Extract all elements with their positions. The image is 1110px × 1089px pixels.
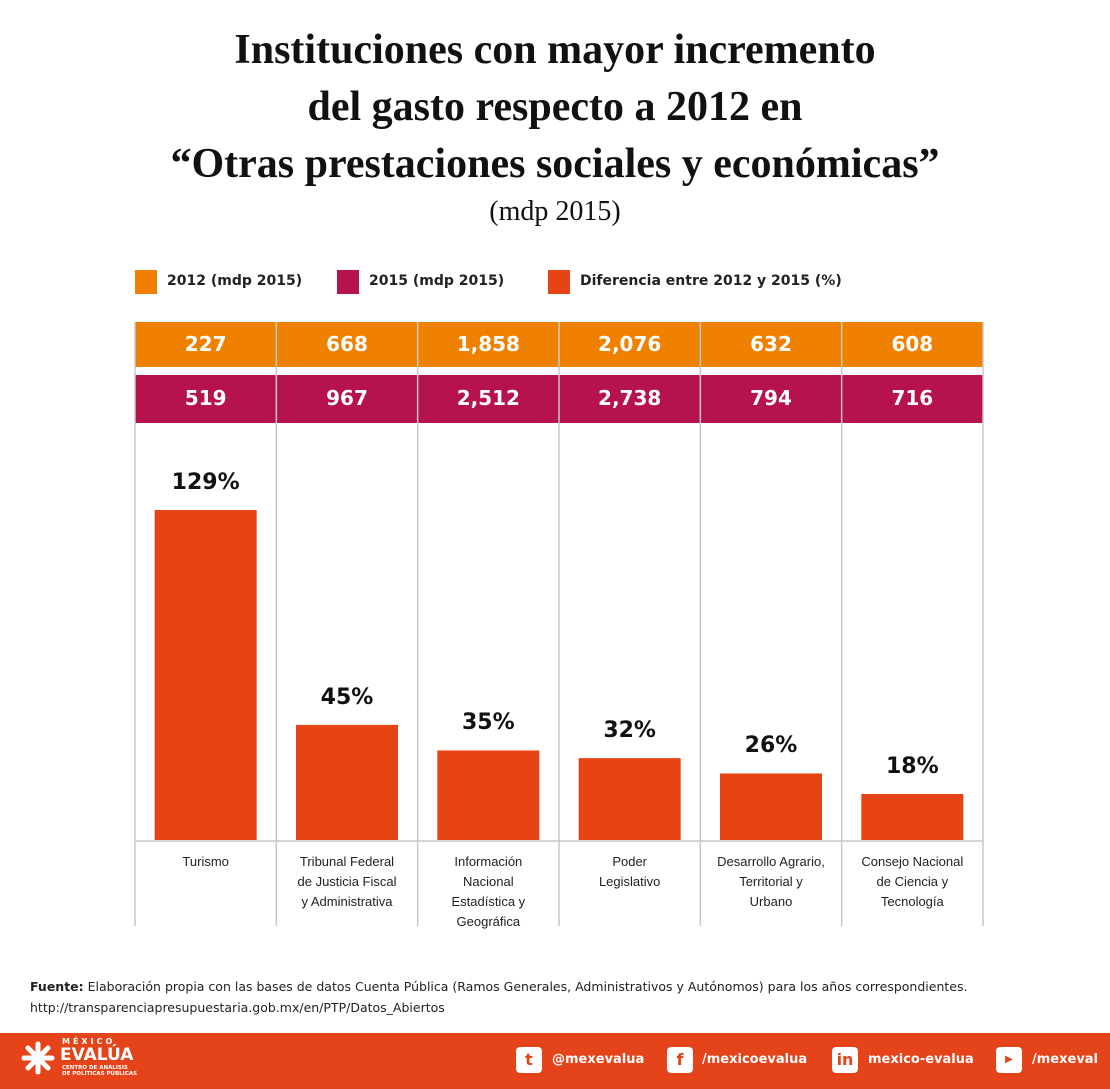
source-label: Fuente:: [30, 979, 84, 994]
value-cell: [841, 375, 983, 423]
value-cell: [276, 322, 418, 367]
value-cell: [700, 322, 842, 367]
bar-value-label: 45%: [320, 684, 374, 710]
value-cell: [276, 375, 418, 423]
value-label: 227: [184, 331, 227, 356]
category-label: Turismo: [182, 854, 229, 869]
bar: [296, 724, 398, 840]
category-label: Poder Legislativo: [598, 854, 661, 889]
legend-label: 2012 (mdp 2015): [167, 273, 303, 289]
value-cell: [841, 322, 983, 367]
value-label: 2,512: [456, 386, 520, 410]
logo-mark: [21, 1041, 55, 1075]
value-cell: [417, 322, 559, 367]
bar: [154, 510, 257, 840]
facebook-icon[interactable]: f: [667, 1047, 693, 1073]
bar: [861, 793, 964, 840]
value-cell: [135, 375, 277, 423]
bar-value-label: 18%: [885, 753, 939, 779]
bar-value-label: 26%: [744, 733, 798, 759]
youtube-handle[interactable]: /mexeval: [1032, 1052, 1099, 1067]
linkedin-icon[interactable]: in: [832, 1047, 858, 1073]
value-label: 519: [184, 386, 227, 410]
logo-name: EVALÚA: [60, 1045, 134, 1065]
value-label: 2,738: [598, 386, 662, 410]
category-label: Desarrollo Agrario, Territorial y Urbano: [717, 854, 825, 909]
value-cell: [417, 375, 559, 423]
chart-subtitle: (mdp 2015): [489, 196, 621, 227]
value-cell: [700, 375, 842, 423]
value-cell: [135, 322, 277, 367]
value-label: 716: [891, 386, 934, 410]
bar: [720, 773, 822, 840]
legend-swatch: [337, 270, 359, 294]
category-label: Consejo Nacional de Ciencia y Tecnología: [861, 854, 964, 909]
facebook-handle[interactable]: /mexicoevalua: [702, 1052, 808, 1067]
bar-value-label: 129%: [171, 470, 240, 495]
value-label: 608: [891, 331, 934, 356]
value-label: 794: [750, 386, 792, 410]
bar-value-label: 32%: [603, 718, 656, 744]
value-cell: [559, 375, 701, 423]
value-label: 967: [326, 386, 368, 410]
value-cell: [559, 322, 701, 367]
source-text: Elaboración propia con las bases de dato…: [87, 979, 968, 994]
chart-title: Instituciones con mayor incremento del g…: [170, 27, 940, 187]
bar: [437, 750, 540, 840]
value-label: 1,858: [456, 331, 520, 356]
legend-label: Diferencia entre 2012 y 2015 (%): [580, 273, 842, 289]
category-label: Tribunal Federal de Justicia Fiscal y Ad…: [297, 854, 397, 909]
bar-value-label: 35%: [461, 710, 515, 736]
logo-top: MÉXICO: [62, 1037, 116, 1046]
value-label: 632: [750, 331, 792, 356]
value-label: 2,076: [598, 331, 662, 356]
source-url[interactable]: http://transparenciapresupuestaria.gob.m…: [30, 1000, 445, 1015]
linkedin-handle[interactable]: mexico-evalua: [868, 1052, 974, 1067]
logo-sub: CENTRO DE ANÁLISIS DE POLÍTICAS PÚBLICAS: [62, 1065, 137, 1077]
legend-label: 2015 (mdp 2015): [369, 273, 505, 289]
twitter-icon[interactable]: t: [516, 1047, 542, 1073]
bar: [578, 758, 681, 840]
legend-swatch: [135, 270, 157, 294]
source: Fuente: Elaboración propia con las bases…: [30, 976, 1090, 1018]
youtube-icon[interactable]: ▶: [996, 1047, 1022, 1073]
footer: [0, 1033, 1110, 1089]
twitter-handle[interactable]: @mexevalua: [552, 1052, 645, 1067]
value-label: 668: [326, 331, 368, 356]
legend-swatch: [548, 270, 570, 294]
category-label: Información Nacional Estadística y Geogr…: [451, 854, 526, 929]
